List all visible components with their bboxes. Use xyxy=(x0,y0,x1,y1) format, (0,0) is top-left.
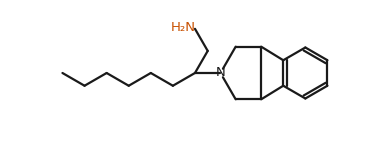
Text: H₂N: H₂N xyxy=(171,21,196,34)
Text: N: N xyxy=(216,67,225,79)
